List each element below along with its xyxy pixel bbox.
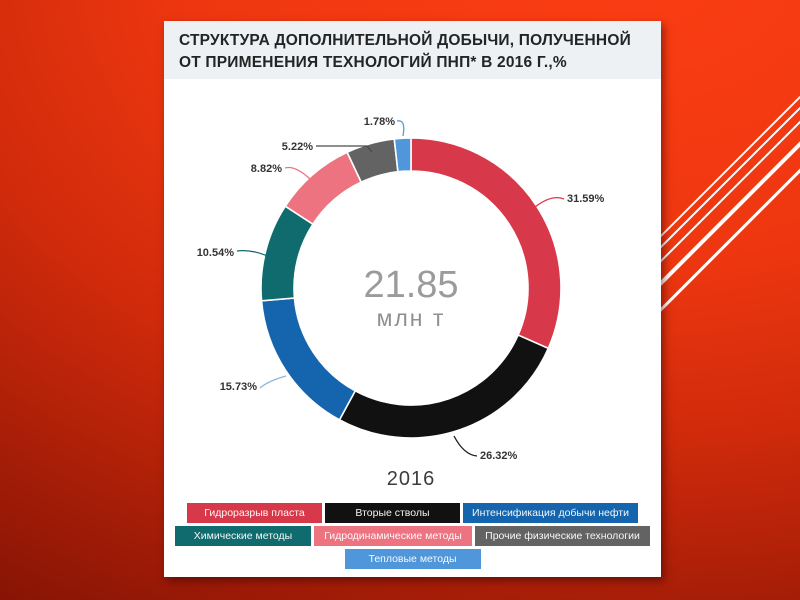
legend-row-0: Гидроразрыв пласта Вторые стволы Интенсифи…: [164, 503, 661, 523]
legend-item-5: Прочие физические технологии: [475, 526, 650, 546]
donut-slice-6: [393, 137, 412, 173]
legend-item-1: Вторые стволы: [325, 503, 460, 523]
leader-line-2: [259, 375, 287, 389]
donut-center-value: 21.85: [363, 264, 458, 306]
slice-percent-label-1: 26.32%: [480, 450, 518, 462]
leader-line-4: [284, 166, 311, 180]
legend-row-1: Химические методы Гидродинамические метод…: [164, 526, 661, 546]
leader-line-6: [396, 120, 405, 137]
legend-item-3: Химические методы: [175, 526, 311, 546]
slice-percent-label-3: 10.54%: [197, 247, 235, 259]
chart-legend: Гидроразрыв пласта Вторые стволы Интенсифи…: [164, 503, 661, 572]
legend-item-2: Интенсификация добычи нефти: [463, 503, 638, 523]
leader-line-1: [453, 435, 478, 457]
chart-title-line2: ОТ ПРИМЕНЕНИЯ ТЕХНОЛОГИЙ ПНП* В 2016 Г.,…: [179, 54, 567, 72]
legend-item-0: Гидроразрыв пласта: [187, 503, 322, 523]
chart-title-line1: СТРУКТУРА ДОПОЛНИТЕЛЬНОЙ ДОБЫЧИ, ПОЛУЧЕН…: [179, 32, 631, 49]
donut-slice-1: [338, 334, 550, 439]
leader-line-3: [236, 249, 271, 258]
slice-percent-label-6: 1.78%: [364, 116, 395, 128]
x-axis-year-label: 2016: [387, 468, 436, 490]
slice-percent-label-0: 31.59%: [567, 193, 605, 205]
slice-percent-label-2: 15.73%: [220, 381, 258, 393]
donut-slice-2: [260, 297, 357, 421]
legend-item-6: Тепловые методы: [344, 549, 481, 569]
slice-percent-label-5: 5.22%: [282, 141, 313, 153]
donut-center-unit: млн т: [377, 305, 446, 331]
diagonal-line: [646, 54, 800, 262]
slide-card: СТРУКТУРА ДОПОЛНИТЕЛЬНОЙ ДОБЫЧИ, ПОЛУЧЕН…: [164, 21, 661, 577]
legend-item-4: Гидродинамические методы: [314, 526, 472, 546]
donut-slice-4: [284, 151, 363, 226]
donut-slice-3: [260, 205, 315, 302]
legend-row-2: Тепловые методы: [164, 549, 661, 569]
leader-line-0: [534, 196, 565, 208]
chart-title: СТРУКТУРА ДОПОЛНИТЕЛЬНОЙ ДОБЫЧИ, ПОЛУЧЕН…: [164, 21, 661, 79]
donut-chart: 31.59%26.32%15.73%10.54%8.82%5.22%1.78% …: [197, 116, 605, 490]
slice-percent-label-4: 8.82%: [251, 163, 282, 175]
leader-line-5: [316, 145, 373, 153]
